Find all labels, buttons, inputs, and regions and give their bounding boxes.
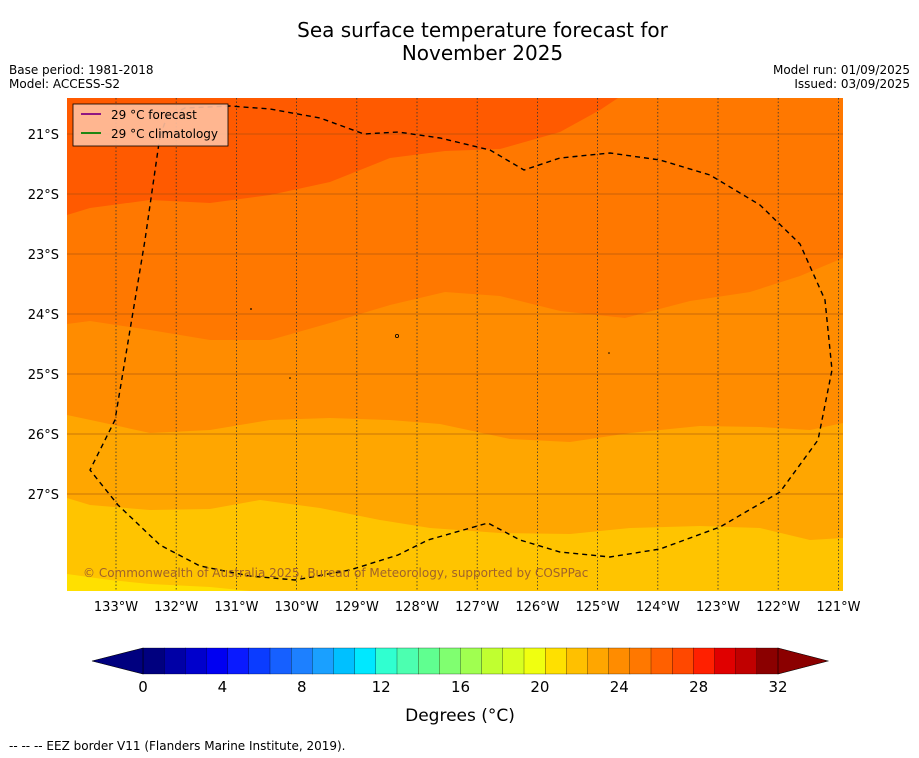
colorbar-cell xyxy=(460,647,483,675)
colorbar-label: Degrees (°C) xyxy=(405,706,515,726)
colorbar-tick-label: 4 xyxy=(218,678,228,696)
map-title-line1: Sea surface temperature forecast for xyxy=(297,18,668,42)
latitude-label: 21°S xyxy=(28,128,59,143)
colorbar-tick-label: 20 xyxy=(530,678,549,696)
model-name: Model: ACCESS-S2 xyxy=(9,77,121,91)
latitude-label: 25°S xyxy=(28,368,59,383)
colorbar-cell xyxy=(566,647,588,675)
longitude-label: 127°W xyxy=(455,600,499,615)
colorbar-cell xyxy=(185,647,207,675)
eez-border-line xyxy=(89,105,833,581)
legend-box: 29 °C forecast 29 °C climatology xyxy=(72,103,229,147)
colorbar-under-arrow xyxy=(91,647,144,675)
map-title-line2: November 2025 xyxy=(401,41,564,65)
eez-footnote: -- -- -- EEZ border V11 (Flanders Marine… xyxy=(9,739,346,753)
legend-forecast-label: 29 °C forecast xyxy=(111,108,197,122)
colorbar-cell xyxy=(439,647,461,675)
meta-left: Base period: 1981-2018 Model: ACCESS-S2 xyxy=(9,63,154,91)
colorbar-cell xyxy=(735,647,758,675)
longitude-label: 125°W xyxy=(576,600,620,615)
longitude-label: 124°W xyxy=(636,600,680,615)
base-period: Base period: 1981-2018 xyxy=(9,63,154,77)
colorbar-cell xyxy=(481,647,504,675)
latitude-label: 22°S xyxy=(28,188,59,203)
colorbar-cell xyxy=(672,647,694,675)
longitude-label: 130°W xyxy=(275,600,319,615)
colorbar-cell xyxy=(545,647,567,675)
island-marker xyxy=(608,352,610,354)
longitude-label: 126°W xyxy=(515,600,559,615)
colorbar-cell xyxy=(756,647,779,675)
map-title: Sea surface temperature forecast for Nov… xyxy=(0,19,919,65)
colorbar-tick-label: 32 xyxy=(768,678,787,696)
colorbar-cell xyxy=(650,647,673,675)
colorbar-cell xyxy=(375,647,398,675)
colorbar-tick-label: 8 xyxy=(297,678,307,696)
colorbar-cell xyxy=(629,647,652,675)
copyright-notice: © Commonwealth of Australia 2025, Bureau… xyxy=(83,566,588,580)
colorbar-cell xyxy=(227,647,250,675)
colorbar-cell xyxy=(269,647,292,675)
colorbar: 0 4 8 12 16 20 24 28 32 Degrees (°C) xyxy=(91,647,830,726)
colorbar-cell xyxy=(333,647,356,675)
meta-right: Model run: 01/09/2025 Issued: 03/09/2025 xyxy=(773,63,910,91)
colorbar-cell xyxy=(248,647,271,675)
island-marker xyxy=(250,308,252,310)
colorbar-cell xyxy=(502,647,525,675)
latitude-label: 26°S xyxy=(28,428,59,443)
longitude-label: 123°W xyxy=(696,600,740,615)
colorbar-tick-label: 28 xyxy=(689,678,708,696)
longitude-label: 131°W xyxy=(214,600,258,615)
colorbar-cell xyxy=(693,647,715,675)
colorbar-tick-label: 0 xyxy=(138,678,148,696)
colorbar-cell xyxy=(312,647,334,675)
colorbar-tick-label: 16 xyxy=(451,678,470,696)
latitude-label: 27°S xyxy=(28,488,59,503)
colorbar-cell xyxy=(142,647,165,675)
model-run: Model run: 01/09/2025 xyxy=(772,63,910,77)
longitude-labels: 133°W 132°W 131°W 130°W 129°W 128°W 127°W 126°W… xyxy=(94,600,861,615)
colorbar-cell xyxy=(587,647,610,675)
island-marker xyxy=(289,377,291,379)
longitude-label: 122°W xyxy=(756,600,800,615)
longitude-label: 121°W xyxy=(816,600,860,615)
colorbar-cell xyxy=(164,647,186,675)
colorbar-tick-label: 12 xyxy=(372,678,391,696)
latitude-label: 24°S xyxy=(28,308,59,323)
latitude-labels: 21°S 22°S 23°S 24°S 25°S 26°S 27°S xyxy=(28,128,59,503)
island-marker xyxy=(394,333,399,338)
colorbar-cell xyxy=(418,647,440,675)
longitude-label: 133°W xyxy=(94,600,138,615)
longitude-label: 129°W xyxy=(335,600,379,615)
colorbar-cell xyxy=(354,647,377,675)
issued-date: Issued: 03/09/2025 xyxy=(794,77,910,91)
eez-border xyxy=(89,105,833,581)
legend-frame xyxy=(72,103,229,147)
longitude-label: 132°W xyxy=(154,600,198,615)
colorbar-cell xyxy=(714,647,737,675)
colorbar-cell xyxy=(291,647,313,675)
sst-band-21 xyxy=(67,574,250,591)
legend-climatology-label: 29 °C climatology xyxy=(111,127,218,141)
sst-field xyxy=(67,98,843,591)
colorbar-cell xyxy=(206,647,229,675)
colorbar-cell xyxy=(396,647,419,675)
colorbar-cell xyxy=(523,647,546,675)
islands xyxy=(250,308,610,379)
latitude-label: 23°S xyxy=(28,248,59,263)
longitude-label: 128°W xyxy=(395,600,439,615)
colorbar-over-arrow xyxy=(777,647,830,675)
colorbar-tick-label: 24 xyxy=(610,678,629,696)
colorbar-cell xyxy=(608,647,631,675)
